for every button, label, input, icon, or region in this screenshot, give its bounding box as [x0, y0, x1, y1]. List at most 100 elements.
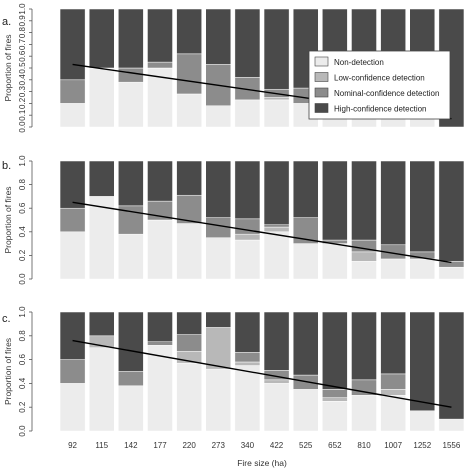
x-tick-label: 422	[270, 441, 284, 450]
bar-segment-high-confidence	[409, 311, 436, 412]
x-tick-label: 115	[95, 441, 108, 450]
bar-segment-nominal-confidence	[59, 207, 86, 233]
legend-swatch	[314, 87, 329, 98]
y-tick-label: 0.4	[18, 226, 27, 238]
legend-box	[308, 50, 451, 120]
bar-segment-non-detection	[118, 81, 144, 128]
panel-1: a. 0.00.10.20.30.40.50.60.70.80.91.0 Propo…	[2, 3, 465, 133]
legend-swatch	[314, 56, 329, 67]
x-tick-label: 340	[241, 441, 255, 450]
bar-segment-non-detection	[234, 365, 261, 432]
bar-segment-high-confidence	[409, 160, 436, 253]
bar-segment-low-confidence	[263, 226, 290, 233]
y-axis-title: Proportion of fires	[3, 338, 13, 405]
bar-segment-high-confidence	[176, 160, 202, 196]
legend: Non-detection Low-confidence detection Nom…	[308, 50, 451, 120]
bar-segment-high-confidence	[351, 160, 377, 241]
bar-segment-high-confidence	[292, 311, 319, 376]
bar-segment-non-detection	[176, 223, 202, 280]
bar-segment-low-confidence	[263, 97, 290, 101]
panel-label: c.	[2, 313, 11, 325]
bar-segment-high-confidence	[88, 311, 115, 337]
y-tick-label: 0.2	[18, 249, 27, 261]
bar-segment-non-detection	[205, 237, 232, 280]
bar-segment-low-confidence	[380, 389, 406, 396]
legend-label: Nominal-confidence detection	[334, 89, 439, 98]
y-tick-label: 0.8	[18, 330, 27, 342]
bar-segment-high-confidence	[263, 8, 290, 90]
legend-swatch	[314, 72, 329, 82]
bar-segment-non-detection	[263, 99, 290, 128]
bar-segment-non-detection	[234, 239, 261, 280]
bar-segment-non-detection	[351, 395, 377, 432]
x-tick-label: 220	[182, 441, 196, 450]
bar-segment-non-detection	[176, 362, 202, 432]
bar-segment-high-confidence	[59, 8, 86, 81]
x-tick-label: 652	[328, 441, 342, 450]
bar-segment-high-confidence	[147, 160, 173, 202]
bar-segment-high-confidence	[118, 160, 144, 207]
bar-segment-high-confidence	[234, 160, 261, 220]
bar-segment-high-confidence	[147, 8, 173, 63]
bar-segment-high-confidence	[88, 160, 115, 197]
bar-segment-nominal-confidence	[322, 389, 348, 398]
bar-segment-high-confidence	[205, 311, 232, 328]
legend-label: High-confidence detection	[334, 105, 427, 114]
bar-segment-high-confidence	[263, 160, 290, 225]
bar-segment-non-detection	[438, 266, 465, 280]
bar-segment-nominal-confidence	[118, 67, 144, 83]
bar-segment-non-detection	[409, 258, 436, 280]
bar-segment-non-detection	[147, 345, 173, 432]
bar-segment-non-detection	[263, 383, 290, 432]
bar-segment-non-detection	[147, 219, 173, 280]
panel-label: b.	[2, 160, 11, 172]
y-tick-label: 0.4	[18, 74, 27, 86]
trend-line	[72, 339, 452, 408]
bar-segment-high-confidence	[205, 160, 232, 218]
bar-segment-non-detection	[438, 418, 465, 432]
bar-segment-high-confidence	[351, 311, 377, 381]
bar-segment-low-confidence	[234, 361, 261, 366]
bar-segment-high-confidence	[322, 160, 348, 241]
panel-2: b. 0.0 0.2 0.4 0.6 0.8 1.0 Proportion of fires	[2, 155, 465, 285]
bar-segment-low-confidence	[263, 379, 290, 384]
panel-3: c. 0.0 0.2 0.4 0.6 0.8 1.0 Proportion of fires 9…	[2, 306, 465, 468]
bar-segment-high-confidence	[147, 311, 173, 342]
bar-segment-nominal-confidence	[176, 334, 202, 352]
bar-segment-non-detection	[234, 99, 261, 128]
bar-segment-nominal-confidence	[234, 352, 261, 363]
y-tick-label: 0.0	[18, 121, 27, 133]
y-tick-label: 1.0	[18, 306, 27, 318]
x-tick-label: 273	[212, 441, 226, 450]
x-tick-label: 1556	[443, 441, 461, 450]
panel-label: a.	[2, 16, 11, 28]
bar-segment-low-confidence	[234, 233, 261, 241]
bar-segment-non-detection	[59, 383, 86, 432]
x-tick-label: 177	[153, 441, 167, 450]
trend-line	[72, 201, 452, 264]
y-tick-label: 0.3	[18, 85, 27, 97]
y-tick-label: 0.2	[18, 97, 27, 109]
bar-segment-non-detection	[88, 347, 115, 432]
bar-segment-high-confidence	[176, 311, 202, 335]
bar-segment-non-detection	[409, 410, 436, 432]
x-axis-title: Fire size (ha)	[237, 458, 287, 468]
bar-segment-low-confidence	[351, 251, 377, 262]
y-tick-label: 0.0	[18, 425, 27, 437]
bar-segment-non-detection	[322, 401, 348, 432]
bar-segment-non-detection	[59, 103, 86, 128]
bar-segment-low-confidence	[205, 327, 232, 370]
bar-segment-high-confidence	[88, 8, 115, 69]
x-tick-label: 810	[357, 441, 371, 450]
bar-segment-non-detection	[205, 368, 232, 432]
bar-segment-high-confidence	[205, 8, 232, 65]
bar-segment-high-confidence	[176, 8, 202, 55]
bar-segment-high-confidence	[292, 160, 319, 218]
y-tick-label: 0.0	[18, 273, 27, 285]
bar-segment-low-confidence	[322, 397, 348, 402]
bar-segment-non-detection	[88, 67, 115, 128]
legend-label: Non-detection	[334, 58, 384, 67]
bar-segment-non-detection	[292, 243, 319, 280]
bar-segment-nominal-confidence	[205, 217, 232, 238]
